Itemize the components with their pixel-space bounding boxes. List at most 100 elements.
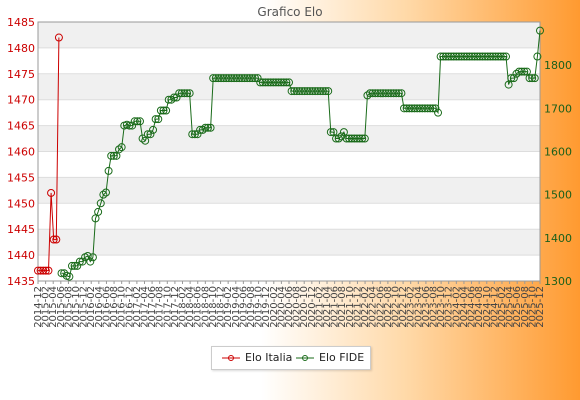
data-point xyxy=(185,89,194,98)
data-point xyxy=(167,95,176,104)
data-point xyxy=(175,89,184,98)
x-tick-label: 2020-04 xyxy=(276,286,287,328)
data-point xyxy=(269,78,278,87)
grid-band xyxy=(38,73,540,100)
data-point xyxy=(44,266,53,275)
data-point xyxy=(507,74,516,83)
data-point xyxy=(156,106,165,115)
data-point xyxy=(342,134,351,143)
x-tick-label: 2018-04 xyxy=(185,286,196,328)
data-point xyxy=(428,104,437,113)
data-point xyxy=(305,87,314,96)
data-point xyxy=(499,52,508,61)
data-point xyxy=(530,74,539,83)
data-point xyxy=(138,134,147,143)
data-point xyxy=(386,89,395,98)
x-tick-label: 2019-08 xyxy=(246,286,257,328)
data-point xyxy=(130,117,139,126)
data-point xyxy=(180,89,189,98)
data-point xyxy=(488,52,497,61)
data-point xyxy=(94,207,103,216)
data-point xyxy=(36,266,45,275)
data-point xyxy=(449,52,458,61)
data-point xyxy=(172,93,181,102)
data-point xyxy=(509,74,518,83)
data-point xyxy=(536,26,544,35)
data-point xyxy=(347,134,356,143)
chart-legend: Elo Italia Elo FIDE xyxy=(211,346,371,370)
data-point xyxy=(418,104,427,113)
data-point xyxy=(203,123,212,132)
data-point xyxy=(219,74,228,83)
x-tick-label: 2016-12 xyxy=(124,286,135,328)
data-point xyxy=(201,123,210,132)
data-point xyxy=(52,235,61,244)
x-tick-label: 2022-04 xyxy=(368,286,379,328)
data-point xyxy=(224,74,233,83)
data-point xyxy=(321,87,330,96)
data-point xyxy=(394,89,403,98)
data-point xyxy=(491,52,500,61)
data-point xyxy=(303,87,312,96)
x-tick-label: 2015-04 xyxy=(48,286,59,328)
legend-label-elo-italia: Elo Italia xyxy=(245,351,293,364)
y-right-tick-label: 1300 xyxy=(544,275,572,288)
x-tick-label: 2017-10 xyxy=(162,286,173,328)
x-tick-label: 2016-02 xyxy=(86,286,97,328)
data-point xyxy=(439,52,448,61)
legend-item-elo-fide: Elo FIDE xyxy=(296,351,364,364)
data-point xyxy=(452,52,461,61)
x-tick-label: 2022-06 xyxy=(375,286,386,328)
x-tick-label: 2024-10 xyxy=(482,286,493,328)
x-tick-label: 2021-10 xyxy=(345,286,356,328)
y-left-tick-label: 1470 xyxy=(7,94,35,107)
data-point xyxy=(454,52,463,61)
data-point xyxy=(47,188,56,197)
x-tick-label: 2020-02 xyxy=(269,286,280,328)
x-tick-label: 2016-06 xyxy=(101,286,112,328)
data-point xyxy=(88,253,97,262)
data-point xyxy=(49,235,58,244)
x-tick-label: 2019-06 xyxy=(238,286,249,328)
y-left-tick-label: 1465 xyxy=(7,120,35,133)
data-point xyxy=(366,89,375,98)
data-point xyxy=(101,188,110,197)
legend-item-elo-italia: Elo Italia xyxy=(222,351,292,364)
data-point xyxy=(266,78,275,87)
data-point xyxy=(405,104,414,113)
data-point xyxy=(478,52,487,61)
grid-band xyxy=(38,125,540,152)
x-tick-label: 2015-06 xyxy=(56,286,67,328)
data-point xyxy=(39,266,48,275)
data-point xyxy=(392,89,401,98)
data-point xyxy=(332,134,341,143)
data-point xyxy=(324,87,333,96)
data-point xyxy=(460,52,469,61)
data-point xyxy=(360,134,369,143)
x-tick-label: 2019-02 xyxy=(223,286,234,328)
x-tick-label: 2018-02 xyxy=(178,286,189,328)
data-point xyxy=(162,106,171,115)
data-point xyxy=(431,104,440,113)
legend-swatch-elo-italia xyxy=(222,354,240,361)
x-tick-label: 2025-02 xyxy=(497,286,508,328)
data-point xyxy=(410,104,419,113)
data-point xyxy=(261,78,270,87)
data-point xyxy=(525,74,534,83)
data-point xyxy=(465,52,474,61)
x-tick-label: 2025-06 xyxy=(512,286,523,328)
data-point xyxy=(133,117,142,126)
data-point xyxy=(277,78,286,87)
data-point xyxy=(245,74,254,83)
y-left-tick-label: 1480 xyxy=(7,42,35,55)
y-left-tick-label: 1455 xyxy=(7,171,35,184)
x-tick-label: 2016-10 xyxy=(117,286,128,328)
data-point xyxy=(211,74,220,83)
data-point xyxy=(468,52,477,61)
x-tick-label: 2021-08 xyxy=(337,286,348,328)
x-tick-label: 2017-08 xyxy=(155,286,166,328)
data-point xyxy=(115,145,124,154)
x-tick-label: 2020-10 xyxy=(299,286,310,328)
x-tick-label: 2023-12 xyxy=(444,286,455,328)
data-point xyxy=(159,106,168,115)
